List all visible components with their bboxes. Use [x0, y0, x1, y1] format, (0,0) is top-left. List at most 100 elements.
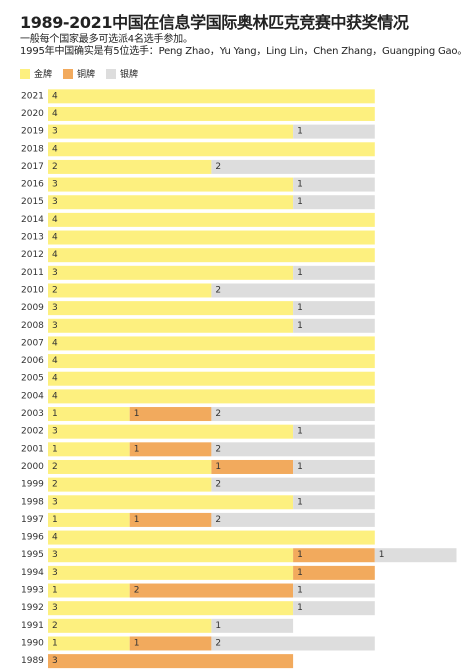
bar-value-label: 1 [297, 462, 303, 472]
bar-value-label: 3 [52, 321, 58, 331]
bar-segment-gold [48, 495, 294, 510]
bar-value-label: 4 [52, 91, 58, 101]
bar-value-label: 2 [52, 480, 58, 490]
chart-legend: 金牌 铜牌 银牌 [20, 67, 149, 80]
bar-segment-gold [48, 142, 375, 157]
y-tick-label: 2002 [21, 427, 44, 437]
bar-value-label: 2 [215, 162, 221, 172]
bar-segment-silver [293, 124, 375, 139]
bar-segment-silver [293, 583, 375, 598]
y-tick-label: 2001 [21, 444, 44, 454]
legend-item-gold: 金牌 [20, 67, 52, 80]
y-tick-label: 2005 [21, 374, 44, 384]
bar-value-label: 4 [52, 144, 58, 154]
bar-segment-gold [48, 89, 375, 104]
bar-value-label: 2 [52, 285, 58, 295]
y-tick-label: 1992 [21, 603, 44, 613]
bar-value-label: 1 [297, 268, 303, 278]
bar-segment-silver [293, 318, 375, 333]
bar-value-label: 1 [215, 462, 221, 472]
bar-value-label: 1 [297, 303, 303, 313]
bar-segment-gold [48, 371, 375, 386]
bar-value-label: 1 [297, 321, 303, 331]
bar-value-label: 1 [297, 550, 303, 560]
bar-segment-silver [293, 195, 375, 210]
bar-value-label: 1 [297, 180, 303, 190]
bar-segment-bronze [129, 442, 212, 457]
bar-segment-bronze [293, 548, 375, 563]
bar-value-label: 3 [52, 180, 58, 190]
bar-segment-bronze [129, 583, 294, 598]
bar-segment-gold [48, 530, 375, 545]
bar-value-label: 4 [52, 533, 58, 543]
bar-value-label: 1 [134, 515, 140, 525]
y-tick-label: 2014 [21, 215, 44, 225]
bar-segment-gold [48, 301, 294, 316]
bar-segment-silver [293, 424, 375, 439]
bar-value-label: 4 [52, 391, 58, 401]
bar-segment-silver [211, 618, 294, 633]
bar-segment-silver [293, 459, 375, 474]
bar-value-label: 1 [134, 409, 140, 419]
bar-value-label: 4 [52, 215, 58, 225]
y-tick-label: 1995 [21, 550, 44, 560]
bar-segment-gold [48, 124, 294, 139]
bar-segment-bronze [129, 636, 212, 651]
bar-segment-gold [48, 565, 294, 580]
y-tick-label: 2017 [21, 162, 44, 172]
bar-value-label: 3 [52, 497, 58, 507]
bar-value-label: 3 [52, 127, 58, 137]
bar-segment-gold [48, 177, 294, 192]
chart-title: 1989-2021中国在信息学国际奥林匹克竞赛中获奖情况 [20, 13, 409, 32]
y-tick-label: 1998 [21, 497, 44, 507]
bar-value-label: 1 [297, 127, 303, 137]
y-tick-label: 1993 [21, 586, 44, 596]
bar-segment-gold [48, 265, 294, 280]
bar-segment-silver [211, 636, 375, 651]
bar-segment-silver [211, 477, 375, 492]
y-tick-label: 2008 [21, 321, 44, 331]
bar-value-label: 3 [52, 656, 58, 666]
y-tick-label: 2004 [21, 391, 44, 401]
bar-segment-silver [293, 177, 375, 192]
bar-value-label: 2 [215, 285, 221, 295]
y-tick-label: 2021 [21, 91, 44, 101]
bar-segment-gold [48, 248, 375, 263]
y-tick-label: 1991 [21, 621, 44, 631]
y-tick-label: 2015 [21, 197, 44, 207]
bar-segment-gold [48, 477, 212, 492]
y-tick-label: 2013 [21, 233, 44, 243]
bar-value-label: 1 [134, 638, 140, 648]
bar-segment-silver [211, 159, 375, 174]
bar-segment-bronze [129, 407, 212, 422]
bar-segment-gold [48, 583, 130, 598]
bar-segment-gold [48, 389, 375, 404]
bar-segment-gold [48, 424, 294, 439]
y-tick-label: 1997 [21, 515, 44, 525]
bar-segment-silver [293, 601, 375, 616]
bar-value-label: 1 [52, 586, 58, 596]
bar-segment-gold [48, 548, 294, 563]
y-tick-label: 2009 [21, 303, 44, 313]
bar-segment-gold [48, 283, 212, 298]
bar-segment-gold [48, 106, 375, 121]
bar-segment-gold [48, 601, 294, 616]
bar-segment-bronze [293, 565, 375, 580]
bar-value-label: 2 [215, 480, 221, 490]
bar-segment-silver [374, 548, 457, 563]
legend-swatch-bronze [63, 68, 74, 79]
bar-value-label: 1 [297, 497, 303, 507]
bar-segment-gold [48, 212, 375, 227]
bar-value-label: 2 [134, 586, 140, 596]
bar-value-label: 2 [52, 162, 58, 172]
chart-subtitle-line-1: 一般每个国家最多可选派4名选手参加。 [20, 34, 193, 45]
bar-segment-bronze [129, 512, 212, 527]
bar-segment-silver [211, 407, 375, 422]
y-tick-label: 2010 [21, 285, 44, 295]
y-tick-label: 1994 [21, 568, 44, 578]
bar-segment-bronze [48, 654, 294, 669]
bar-value-label: 3 [52, 303, 58, 313]
bar-value-label: 1 [134, 444, 140, 454]
legend-swatch-silver [106, 68, 117, 79]
bar-segment-silver [211, 512, 375, 527]
